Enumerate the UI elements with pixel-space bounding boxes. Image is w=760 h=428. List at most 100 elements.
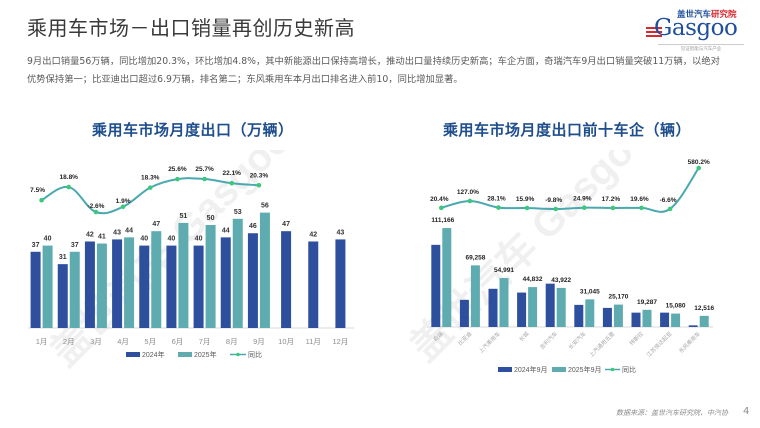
- bar-2024-label: 43: [113, 229, 121, 236]
- bar-2025-label: 69,258: [465, 254, 485, 261]
- x-tick-label: 东风乘用车: [677, 329, 702, 354]
- bar-2024: [30, 251, 41, 328]
- bar-2024-sep: [488, 288, 498, 327]
- yoy-marker: [256, 182, 262, 188]
- x-tick-label: 上汽乘用车: [477, 329, 502, 354]
- yoy-label: 18.8%: [60, 174, 79, 181]
- bar-2025-label: 56: [261, 203, 269, 210]
- bar-2025-sep: [671, 313, 681, 327]
- yoy-marker: [39, 197, 44, 203]
- bar-2025-label: 15,080: [666, 303, 686, 310]
- summary-line-1: 9月出口销量56万辆，同比增加20.3%，环比增加4.8%，其中新能源出口保持高…: [27, 56, 720, 67]
- bar-2025: [259, 212, 270, 328]
- page-title: 乘用车市场－出口销量再创历史新高: [27, 16, 355, 40]
- bar-2025-sep: [470, 265, 480, 327]
- bar-2025-label: 44,832: [523, 276, 543, 283]
- bar-2025: [232, 218, 243, 328]
- x-tick-label: 特斯拉: [628, 329, 646, 347]
- yoy-marker: [202, 176, 207, 182]
- yoy-marker: [639, 205, 644, 211]
- legend-marker-yoy: [610, 367, 615, 372]
- bar-2024: [57, 264, 68, 328]
- bar-2024: [84, 241, 95, 328]
- summary-line-2: 优势保持第一；比亚迪出口超过6.9万辆，排名第二；东风乘用车本月出口排名进入前1…: [27, 74, 463, 85]
- bar-2024-sep: [574, 304, 584, 327]
- legend-swatch-2025: [178, 352, 192, 357]
- legend-label-2025: 2025年: [194, 350, 217, 359]
- monthly-export-chart: 盖世汽车 Gasgoo37401月31372月42413月43444月40475…: [28, 150, 354, 375]
- yoy-marker: [147, 185, 153, 190]
- yoy-label: 25.7%: [195, 166, 214, 173]
- bar-2025-label: 51: [180, 213, 188, 220]
- bar-2024-sep: [688, 325, 698, 327]
- yoy-marker: [175, 176, 180, 182]
- right-chart-title: 乘用车市场月度出口前十车企（辆）: [443, 121, 692, 139]
- bar-2025-sep: [499, 278, 509, 327]
- x-tick-label: 长城: [517, 329, 531, 343]
- bar-2025-label: 19,287: [637, 299, 657, 306]
- data-source: 数据来源：盖世汽车研究院、中汽协: [616, 409, 728, 417]
- x-tick-label: 4月: [117, 337, 129, 346]
- logo-cn-blue: 盖世汽车: [677, 10, 712, 20]
- yoy-label: 580.2%: [688, 159, 710, 166]
- bar-2025-label: 111,166: [431, 217, 454, 224]
- yoy-label: 25.6%: [168, 166, 187, 173]
- yoy-label: 20.3%: [250, 172, 269, 179]
- x-tick-label: 9月: [253, 337, 265, 346]
- yoy-marker: [120, 204, 126, 210]
- yoy-label: 24.9%: [573, 196, 592, 203]
- bar-2025: [124, 237, 135, 328]
- bar-2024: [166, 245, 177, 328]
- yoy-marker: [696, 165, 701, 171]
- x-tick-label: 2月: [63, 337, 75, 346]
- yoy-marker: [582, 205, 587, 210]
- bar-2024-sep: [545, 283, 555, 327]
- bar-2024-label: 46: [249, 223, 257, 230]
- bar-2025-sep: [642, 309, 652, 327]
- legend-label-yoy: 同比: [248, 350, 262, 359]
- x-tick-label: 江苏悦达起亚: [645, 329, 674, 358]
- bar-2024-label: 43: [337, 229, 345, 236]
- bar-2025-label: 54,991: [494, 267, 514, 274]
- bar-2025-label: 44: [125, 227, 133, 234]
- yoy-label: 127.0%: [457, 189, 479, 196]
- yoy-label: 15.9%: [516, 196, 535, 203]
- bar-2024-label: 31: [59, 254, 67, 261]
- bar-2024: [139, 245, 150, 328]
- x-tick-label: 6月: [172, 337, 184, 346]
- page-number: 4: [743, 406, 750, 417]
- bar-2025-label: 53: [234, 209, 242, 216]
- legend-swatch-2025-sep: [552, 367, 566, 372]
- bar-2024: [308, 241, 319, 328]
- bar-2025-label: 12,516: [694, 305, 714, 312]
- bar-2025-label: 31,045: [580, 288, 600, 295]
- bar-2025-label: 50: [207, 215, 215, 222]
- yoy-marker: [66, 184, 72, 190]
- bar-2025: [178, 222, 189, 328]
- x-tick-label: 7月: [199, 337, 211, 346]
- bar-2024: [220, 237, 231, 328]
- yoy-marker: [229, 180, 235, 186]
- bar-2025-label: 41: [98, 234, 106, 241]
- bar-2025-label: 40: [44, 236, 52, 243]
- left-chart-title: 乘用车市场月度出口（万辆）: [92, 121, 294, 139]
- bar-2025-sep: [699, 315, 709, 327]
- bar-2025-sep: [556, 287, 566, 327]
- yoy-label: 7.5%: [30, 187, 45, 194]
- top10-oem-chart: 盖世汽车 Gasgoo111,166奇瑞69,258比亚迪54,991上汽乘用车…: [402, 150, 714, 374]
- x-tick-label: 3月: [90, 337, 102, 346]
- logo-cn-red: 研究院: [711, 10, 737, 20]
- x-tick-label: 吉利汽车: [538, 329, 560, 351]
- bar-2024-label: 42: [86, 231, 94, 238]
- legend-label-2024: 2024年: [142, 350, 165, 359]
- yoy-marker: [553, 206, 558, 212]
- yoy-marker: [496, 205, 501, 210]
- bar-2025-label: 25,170: [608, 294, 628, 301]
- legend-label-2024-sep: 2024年9月: [514, 365, 547, 374]
- bar-2024: [335, 239, 346, 328]
- bar-2025: [42, 245, 53, 328]
- x-tick-label: 长安汽车: [566, 329, 588, 351]
- bar-2024-sep: [602, 307, 612, 327]
- bar-2025-label: 47: [152, 221, 160, 228]
- bar-2024-label: 47: [282, 221, 290, 228]
